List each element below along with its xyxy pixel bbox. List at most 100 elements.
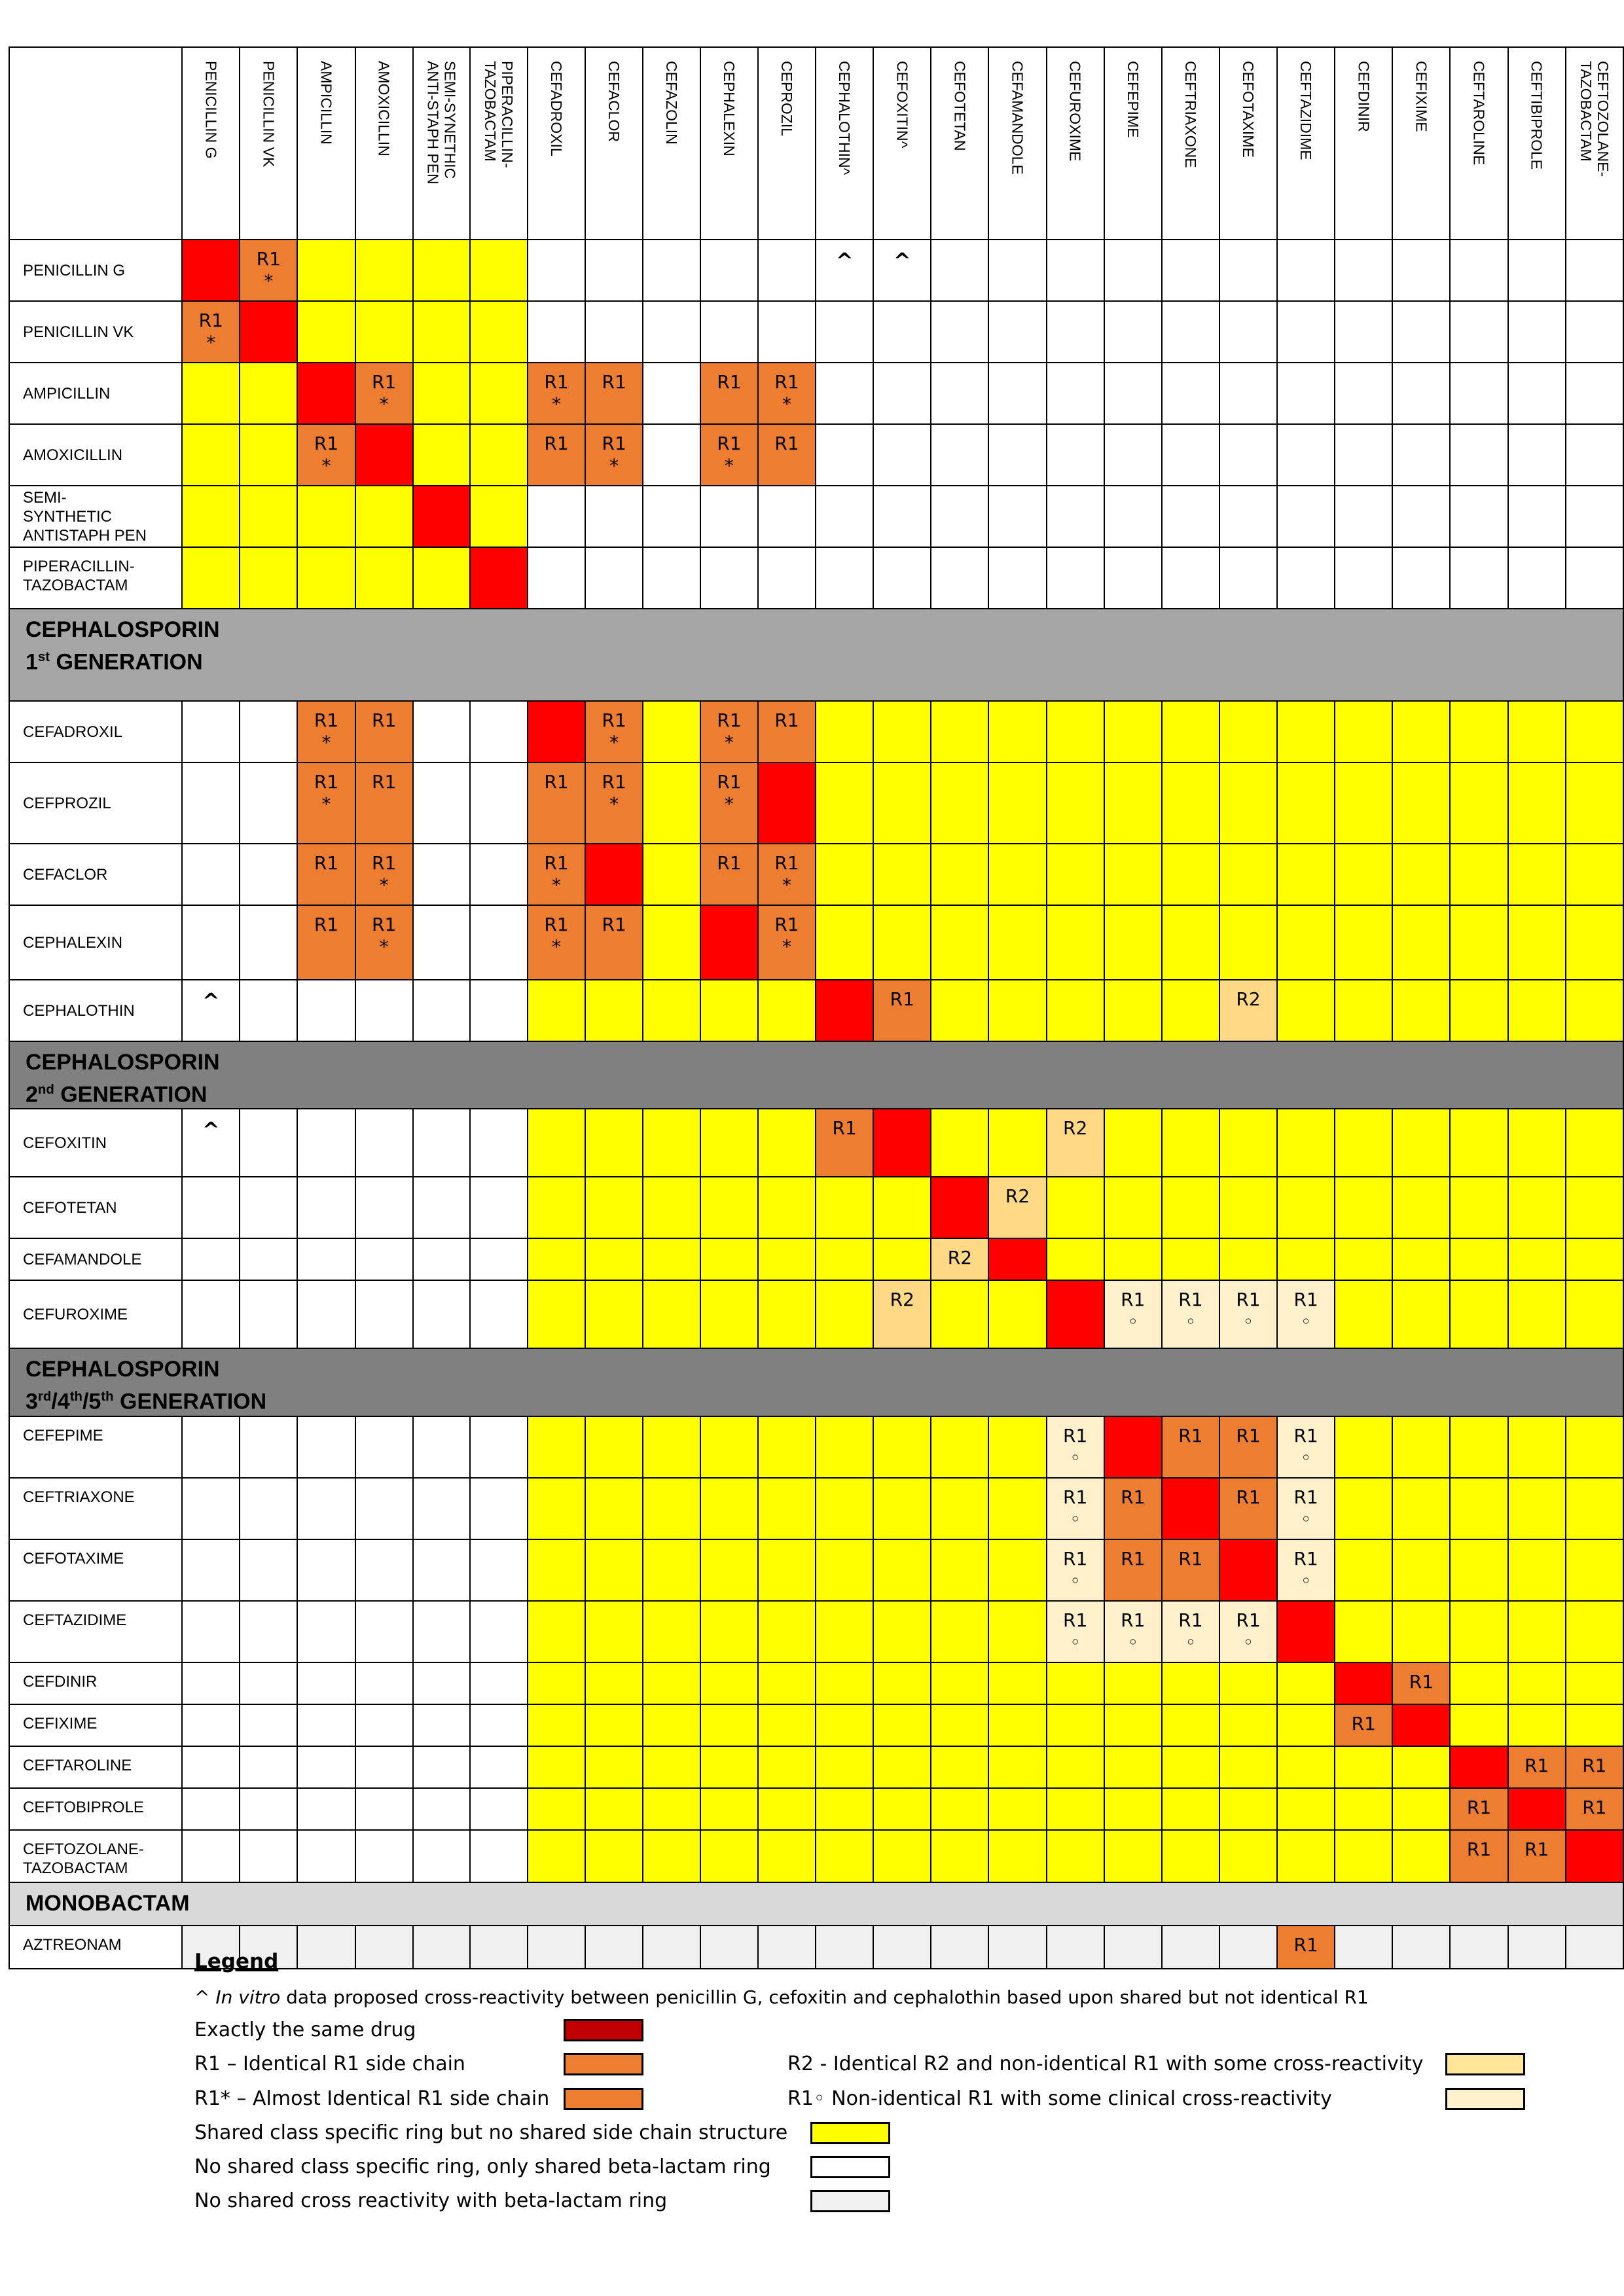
matrix-cell [181,1745,241,1789]
matrix-cell [1449,1703,1509,1747]
matrix-cell [988,1415,1047,1479]
matrix-cell [988,362,1047,425]
matrix-cell: R1 * [757,843,817,906]
matrix-cell [1507,362,1566,425]
cell-label: R1 ◦ [1063,1486,1088,1530]
cell-label: R1 [832,1117,857,1139]
cell-label: R1 [1236,1424,1261,1446]
cell-label: R1 [1178,1547,1203,1570]
matrix-cell: R1 [297,905,356,980]
matrix-cell [526,1280,586,1350]
matrix-cell [297,1661,356,1705]
matrix-cell [1507,423,1566,486]
column-header-label: CEPHALEXIN [720,61,738,156]
matrix-cell [815,1829,875,1883]
column-header-cefepime: CEFEPIME [1103,46,1163,240]
section-title: MONOBACTAM [26,1890,190,1916]
matrix-cell [469,1787,528,1831]
matrix-cell: R1 [1392,1661,1451,1705]
cell-label: R1 * [602,771,626,815]
matrix-cell [988,979,1047,1042]
matrix-row-penicillin-g: PENICILLIN G R1 * ^ ^ [8,239,1624,302]
matrix-cell [469,700,528,763]
matrix-cell [1045,423,1105,486]
matrix-cell [1276,1661,1336,1705]
matrix-cell [1276,300,1336,363]
matrix-cell [526,1661,586,1705]
row-label: CEFTOZOLANE- TAZOBACTAM [8,1829,183,1883]
matrix-row-ceftozolane-tazobactam: CEFTOZOLANE- TAZOBACTAM R1 R1 [8,1829,1624,1883]
matrix-cell [1161,762,1220,844]
column-header-label: CEFTOZOLANE- TAZOBACTAM [1577,61,1612,177]
matrix-cell [1334,239,1394,302]
cell-label: R1 [774,709,799,731]
matrix-cell [412,1787,471,1831]
cell-label: R1 ◦ [1293,1486,1318,1530]
matrix-row-cefotetan: CEFOTETAN R2 [8,1176,1624,1240]
legend-label-r1: R1 – Identical R1 side chain [194,2053,465,2075]
matrix-cell [988,1924,1047,1969]
matrix-cell [815,485,875,548]
matrix-cell [1507,300,1566,363]
matrix-cell [1449,1108,1509,1178]
matrix-cell [1564,239,1624,302]
cell-label: R1 [1236,1486,1261,1508]
matrix-cell [297,1600,356,1663]
matrix-cell [1103,1238,1163,1282]
matrix-cell [239,300,298,363]
matrix-cell: R1 * [354,843,414,906]
matrix-cell [1564,1238,1624,1282]
section-header-row: MONOBACTAM [9,1881,1624,1926]
column-header-penicillin-g: PENICILLIN G [181,46,241,240]
matrix-cell: R1 * [354,905,414,980]
matrix-cell [1449,1661,1509,1705]
matrix-cell [585,1477,644,1540]
matrix-cell [930,1787,990,1831]
matrix-cell: R1 * [757,362,817,425]
column-header-label: CEFAZOLIN [663,61,681,145]
row-label: CEFADROXIL [8,700,183,763]
matrix-cell [757,1280,817,1350]
row-label: CEFTAROLINE [8,1745,183,1789]
matrix-cell [1045,239,1105,302]
row-label: AMPICILLIN [8,362,183,425]
matrix-cell [642,547,701,609]
matrix-cell [585,1280,644,1350]
matrix-cell [1218,239,1278,302]
column-header-cefadroxil: CEFADROXIL [526,46,586,240]
matrix-cell [412,1538,471,1602]
section-header-row: CEPHALOSPORIN 2nd GENERATION [9,1040,1624,1110]
matrix-cell [526,700,586,763]
matrix-cell [412,1924,471,1969]
matrix-cell [585,239,644,302]
matrix-cell [1564,700,1624,763]
matrix-cell: R1 [354,762,414,844]
matrix-cell [699,1787,759,1831]
matrix-cell [297,1415,356,1479]
matrix-cell [1161,979,1220,1042]
matrix-cell [1334,905,1394,980]
matrix-cell [1045,843,1105,906]
matrix-cell [1449,762,1509,844]
matrix-cell [1507,762,1566,844]
column-header-penicillin-vk: PENICILLIN VK [239,46,298,240]
matrix-cell [873,700,932,763]
cell-label: R1 [1121,1486,1146,1508]
matrix-cell [412,485,471,548]
matrix-cell [1045,1745,1105,1789]
matrix-cell [1334,1745,1394,1789]
column-header-ceprozil: CEPROZIL [757,46,817,240]
column-header-label: PENICILLIN VK [260,61,278,168]
matrix-cell [1564,547,1624,609]
row-label: CEFAMANDOLE [8,1238,183,1282]
matrix-cell [1218,362,1278,425]
matrix-cell [1218,1661,1278,1705]
column-header-ceftaroline: CEFTAROLINE [1449,46,1509,240]
column-header-label: CEFTRIAXONE [1182,61,1199,168]
matrix-cell [239,1745,298,1789]
matrix-cell [181,762,241,844]
matrix-cell [181,485,241,548]
matrix-cell [815,1787,875,1831]
matrix-cell [930,1661,990,1705]
matrix-cell [1045,1924,1105,1969]
